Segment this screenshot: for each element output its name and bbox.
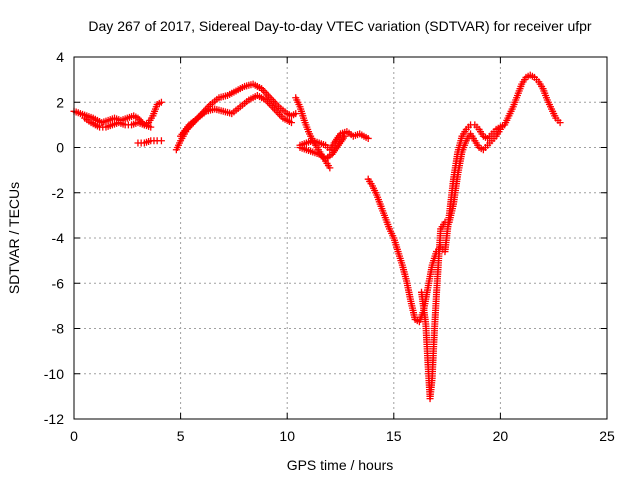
x-tick-label: 5 [177,428,185,444]
data-point [341,132,349,140]
x-tick-label: 15 [386,428,402,444]
x-tick-label: 20 [493,428,509,444]
data-point [556,119,564,127]
x-tick-label: 25 [599,428,615,444]
y-axis-label: SDTVAR / TECUs [6,182,22,294]
x-tick-label: 10 [279,428,295,444]
series-1 [81,114,155,131]
data-point [157,98,165,106]
data-point [326,164,334,172]
data-point [292,110,300,118]
data-marks [70,71,564,403]
y-tick-label: -6 [52,275,65,291]
data-point [157,137,165,145]
y-tick-label: -4 [52,230,65,246]
data-point [147,123,155,131]
series-2 [134,137,165,147]
y-tick-label: 0 [56,140,64,156]
axis-ticks [73,56,608,420]
data-point [364,134,372,142]
y-tick-label: -10 [44,366,64,382]
y-tick-label: 2 [56,94,64,110]
chart-title: Day 267 of 2017, Sidereal Day-to-day VTE… [88,18,592,34]
y-tick-label: -2 [52,185,65,201]
x-tick-label: 0 [70,428,78,444]
series-4 [177,91,295,140]
y-tick-label: -12 [44,411,64,427]
data-point [287,119,295,127]
x-axis-label: GPS time / hours [287,457,394,473]
series-8 [364,71,564,326]
series-9 [418,125,504,403]
series-3 [172,80,300,154]
y-tick-label: 4 [56,49,64,65]
y-tick-label: -8 [52,321,65,337]
data-point [496,125,504,133]
series-7 [296,132,349,163]
